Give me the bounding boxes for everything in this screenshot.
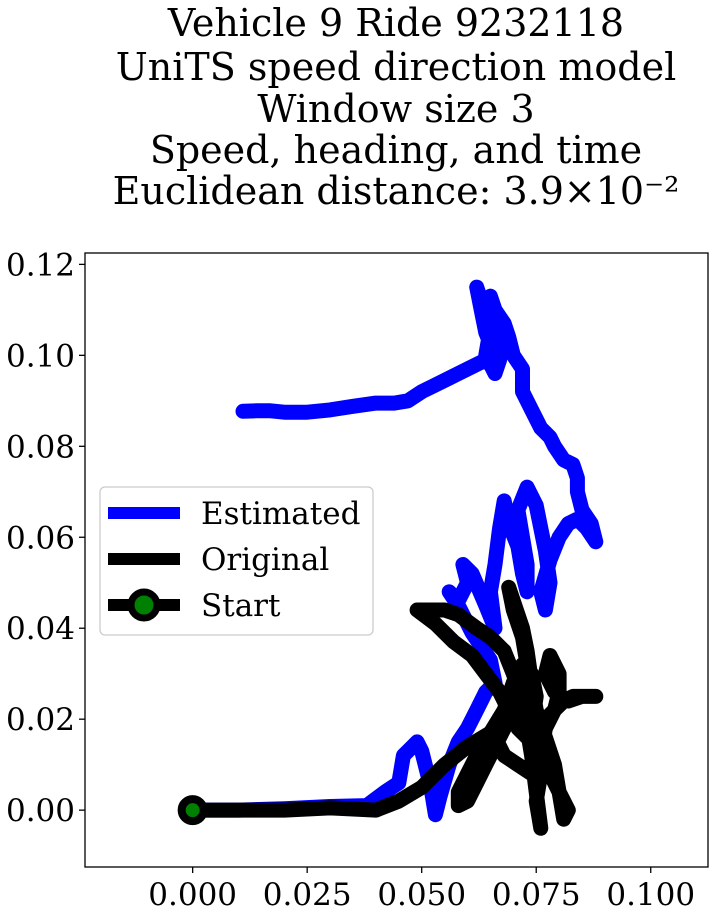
legend-label-estimated: Estimated (201, 496, 360, 532)
y-tick-label: 0.10 (6, 338, 75, 374)
legend-swatch-start-marker (127, 588, 161, 622)
series-line-original (185, 579, 604, 836)
title-line-1: Vehicle 9 Ride 9232118 (167, 1, 624, 45)
x-tick-label: 0.075 (492, 877, 581, 913)
x-axis-ticks: 0.000 0.025 0.050 0.075 0.100 (148, 867, 695, 913)
x-tick-label: 0.000 (148, 877, 237, 913)
start-marker (177, 795, 208, 826)
y-tick-label: 0.00 (6, 793, 75, 829)
x-tick-label: 0.100 (606, 877, 695, 913)
title-line-3: Window size 3 (257, 87, 534, 131)
y-tick-label: 0.02 (6, 702, 75, 738)
series-line-estimated (185, 279, 604, 823)
legend-box (99, 486, 374, 636)
y-tick-label: 0.12 (6, 247, 75, 283)
y-tick-label: 0.06 (6, 520, 75, 556)
title-line-2: UniTS speed direction model (116, 45, 676, 89)
x-tick-label: 0.050 (377, 877, 466, 913)
series-layer (177, 279, 604, 836)
legend: Estimated Original Start (99, 486, 374, 636)
legend-label-original: Original (201, 542, 329, 578)
y-tick-label: 0.04 (6, 611, 75, 647)
title-line-5: Euclidean distance: 3.9×10⁻² (113, 169, 680, 213)
x-tick-label: 0.025 (263, 877, 352, 913)
title-line-4: Speed, heading, and time (150, 128, 642, 172)
legend-label-start: Start (201, 588, 281, 624)
y-axis-ticks: 0.00 0.02 0.04 0.06 0.08 0.10 0.12 (6, 247, 85, 829)
y-tick-label: 0.08 (6, 429, 75, 465)
chart-title: Vehicle 9 Ride 9232118 UniTS speed direc… (113, 1, 680, 213)
